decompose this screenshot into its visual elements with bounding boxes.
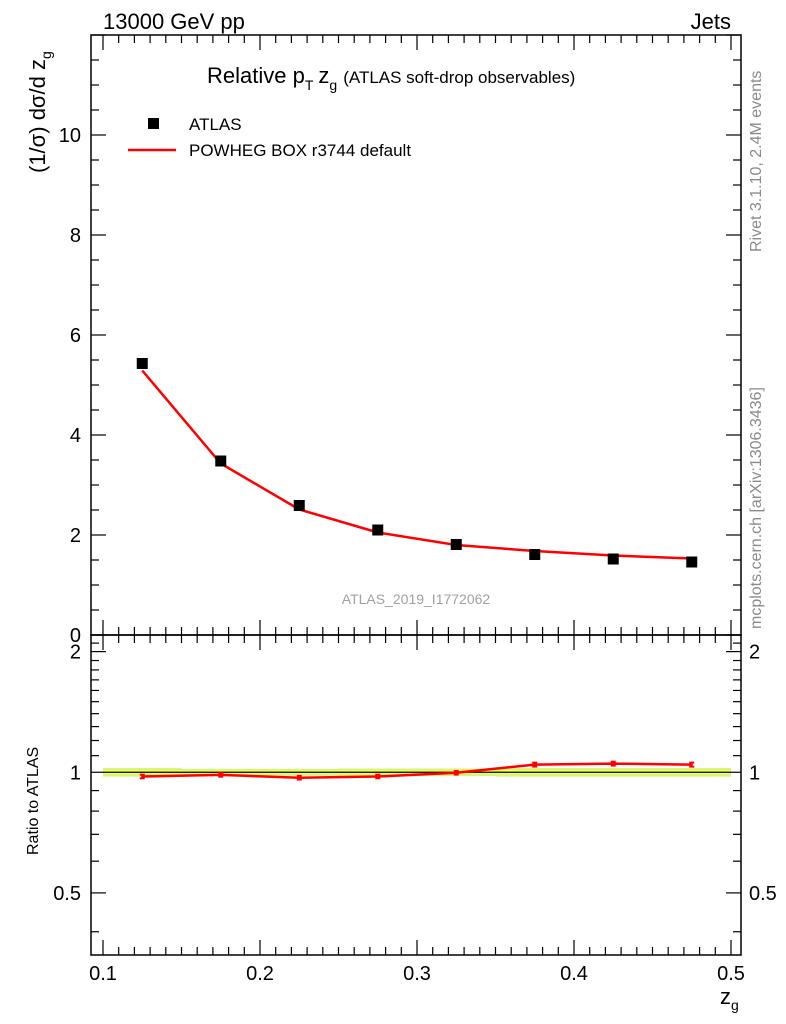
rivet-version-label: Rivet 3.1.10, 2.4M events [748,71,765,252]
atlas-data-point [215,455,227,467]
main-ylabel: (1/σ) dσ/d zg [25,51,54,173]
powheg-ratio-curve [142,762,692,779]
main-title: Relative pT zg (ATLAS soft-drop observable… [207,63,575,93]
main-ytick-label: 2 [70,525,81,547]
main-ytick-label: 0 [70,625,81,647]
xtick-label: 0.2 [246,963,274,985]
ratio-series [139,760,695,781]
atlas-data-point [372,524,384,536]
main-ytick-label: 8 [70,225,81,247]
atlas-data-point [529,549,541,560]
ratio-ytick-label-left: 2 [70,642,81,664]
ratio-ytick-label-right: 1 [749,762,760,784]
xtick-label: 0.1 [89,963,117,985]
ratio-xlabel: zg [720,984,739,1013]
main-ytick-label: 6 [70,325,81,347]
legend-atlas-marker [148,118,159,129]
main-ytick-label: 10 [59,125,81,147]
atlas-data-point [607,553,619,565]
legend-atlas-label: ATLAS [189,115,242,134]
main-axis-ticks: 0 2 4 6 8 10 [59,34,741,647]
ratio-ytick-label-left: 0.5 [53,883,81,905]
ratio-panel-frame [90,634,742,956]
ratio-ytick-label-left: 1 [70,762,81,784]
ratio-ylabel: Ratio to ATLAS [25,747,42,855]
main-ytick-label: 4 [70,425,81,447]
powheg-curve [141,369,692,560]
analysis-watermark: ATLAS_2019_I1772062 [342,591,491,607]
ratio-axis-ticks: 0.5 0.5 1 1 2 2 0.1 0.2 0.3 0.4 0.5 [53,635,777,985]
xtick-label: 0.5 [717,963,745,985]
header-energy-label: 13000 GeV pp [103,9,245,34]
ratio-ytick-label-right: 2 [749,642,760,664]
xtick-label: 0.4 [560,963,588,985]
main-series [136,358,698,568]
atlas-data-point [686,556,698,568]
legend-powheg-label: POWHEG BOX r3744 default [189,141,411,160]
header-jets-label: Jets [691,9,731,34]
xtick-label: 0.3 [403,963,431,985]
ratio-ytick-label-right: 0.5 [749,883,777,905]
atlas-data-point [293,500,305,511]
mcplots-reference-label: mcplots.cern.ch [arXiv:1306.3436] [748,387,765,629]
atlas-data-point [450,539,462,550]
atlas-data-point [136,358,148,369]
